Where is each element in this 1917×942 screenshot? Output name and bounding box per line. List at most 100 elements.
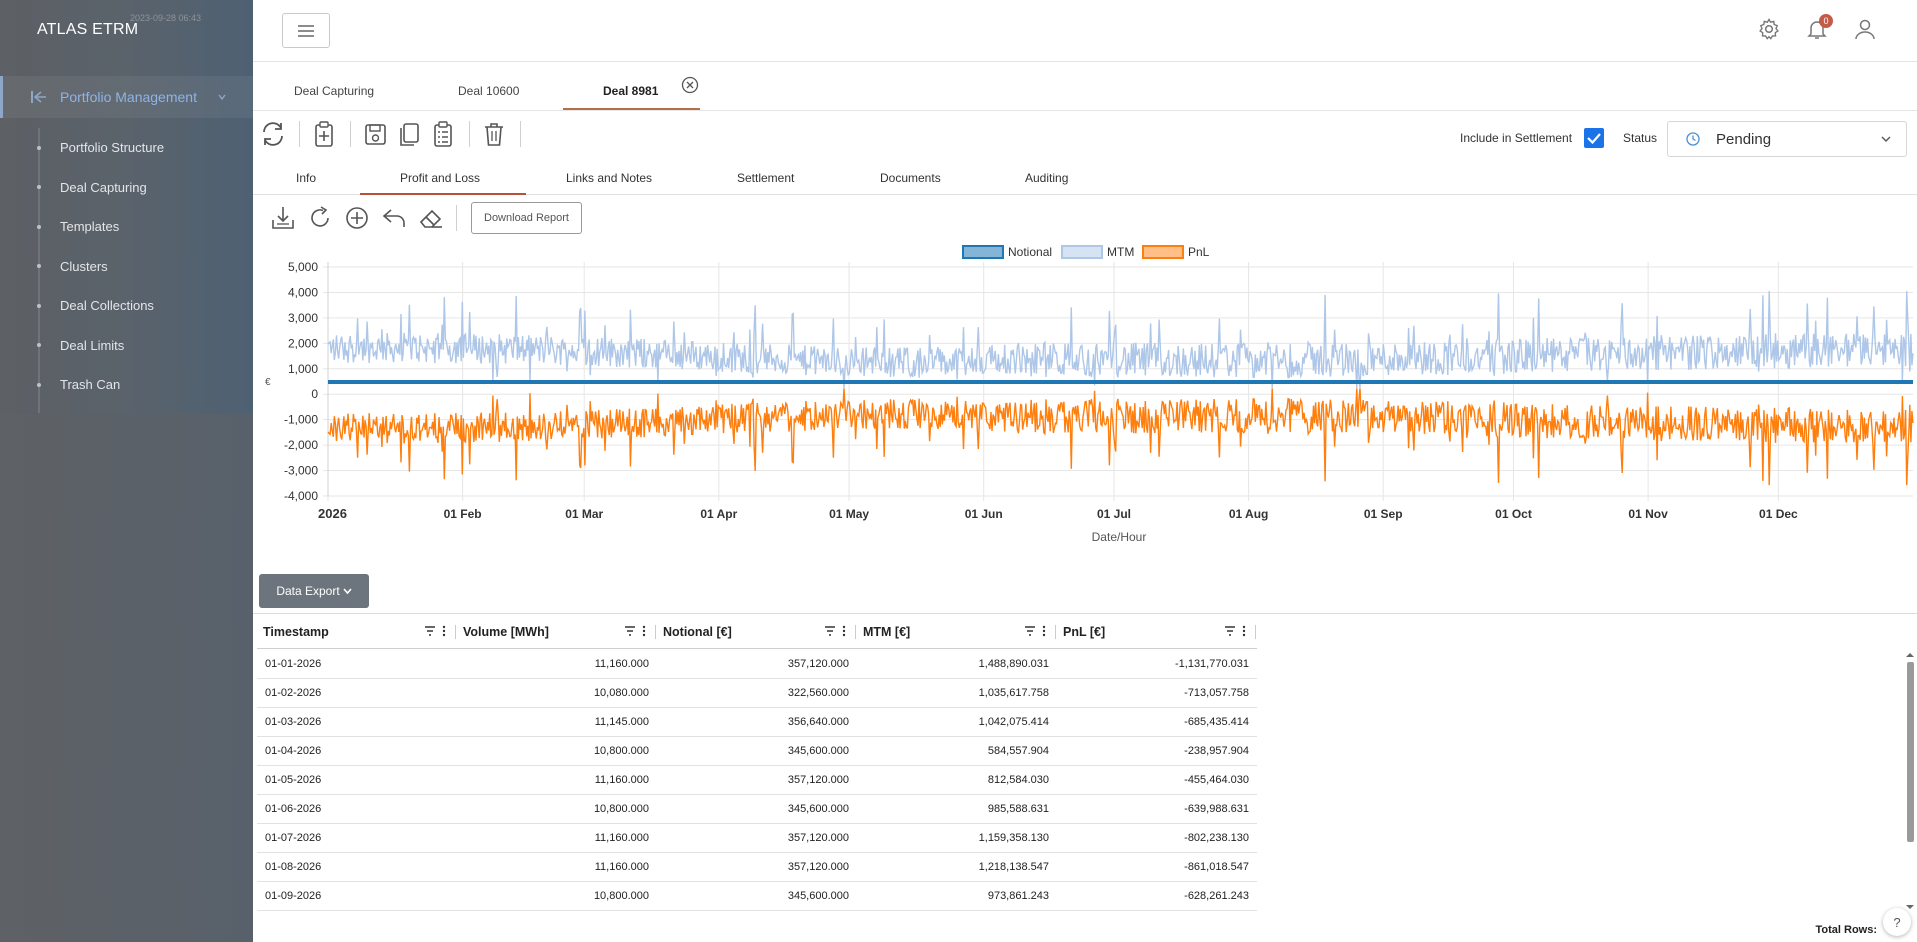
subnav-rail [38, 128, 40, 413]
sidebar-section-label: Portfolio Management [60, 89, 197, 105]
column-header[interactable]: MTM [€] [857, 614, 1057, 649]
data-export-label: Data Export [276, 584, 340, 598]
column-separator[interactable] [855, 625, 856, 639]
scrollbar-thumb[interactable] [1907, 662, 1914, 842]
filter-icon[interactable] [1224, 625, 1236, 637]
tab-deal-capturing[interactable]: Deal Capturing [294, 84, 375, 98]
sidebar-item-templates[interactable]: Templates [0, 207, 253, 247]
gear-icon[interactable] [1757, 17, 1781, 41]
table-row[interactable]: 01-03-2026 11,145.000 356,640.000 1,042,075… [257, 708, 1257, 737]
table-cell: 357,120.000 [787, 774, 849, 786]
toolbar-divider [299, 121, 300, 147]
table-cell: 322,560.000 [787, 687, 849, 699]
column-separator[interactable] [655, 625, 656, 639]
x-tick-label: 2026 [318, 506, 347, 521]
x-tick-label: 01 Jun [965, 507, 1003, 521]
help-button[interactable]: ? [1883, 908, 1911, 936]
add-document-icon[interactable] [310, 119, 338, 149]
data-export-button[interactable]: Data Export [259, 574, 369, 608]
section-tabs: Info Profit and Loss Links and Notes Set… [253, 164, 1917, 195]
eraser-icon[interactable] [417, 204, 445, 232]
bullet-icon [37, 224, 41, 229]
table-cell: 10,800.000 [593, 890, 649, 902]
column-header[interactable]: PnL [€] [1057, 614, 1257, 649]
download-report-button[interactable]: Download Report [471, 202, 582, 234]
column-header[interactable]: Notional [€] [657, 614, 857, 649]
add-circle-icon[interactable] [343, 204, 371, 232]
tab-documents[interactable]: Documents [880, 171, 941, 185]
column-separator[interactable] [1055, 625, 1056, 639]
table-row[interactable]: 01-02-2026 10,080.000 322,560.000 1,035,617… [257, 679, 1257, 708]
sidebar-item-deal-capturing[interactable]: Deal Capturing [0, 168, 253, 208]
bullet-icon [37, 185, 41, 190]
column-separator[interactable] [1255, 625, 1256, 639]
table-cell: -685,435.414 [1184, 716, 1249, 728]
sidebar-item-deal-limits[interactable]: Deal Limits [0, 326, 253, 366]
filter-icon[interactable] [424, 625, 436, 637]
status-value: Pending [1716, 130, 1772, 148]
sidebar-item-clusters[interactable]: Clusters [0, 247, 253, 287]
x-tick-label: 01 Sep [1364, 507, 1403, 521]
status-dropdown[interactable]: Pending [1667, 121, 1907, 157]
copy-icon[interactable] [395, 119, 423, 149]
tab-auditing[interactable]: Auditing [1025, 171, 1069, 185]
save-icon[interactable] [361, 119, 389, 149]
table-cell: 10,800.000 [593, 803, 649, 815]
column-header-label: Volume [MWh] [463, 624, 549, 639]
filter-icon[interactable] [624, 625, 636, 637]
table-cell: -802,238.130 [1184, 832, 1249, 844]
table-cell: 10,800.000 [593, 745, 649, 757]
table-row[interactable]: 01-09-2026 10,800.000 345,600.000 973,861.2… [257, 882, 1257, 911]
y-axis-label: € [265, 377, 271, 388]
legend-swatch[interactable] [1061, 245, 1103, 259]
tab-deal-10600[interactable]: Deal 10600 [458, 84, 520, 98]
tab-deal-8981[interactable]: Deal 8981 [603, 84, 659, 98]
close-icon[interactable] [681, 76, 699, 94]
column-header[interactable]: Volume [MWh] [457, 614, 657, 649]
refresh-icon[interactable] [259, 119, 287, 149]
undo-icon[interactable] [380, 204, 408, 232]
sidebar: ATLAS ETRM 2023-09-28 06:43 Portfolio Ma… [0, 0, 253, 942]
column-menu-icon[interactable] [1242, 625, 1246, 637]
user-icon[interactable] [1853, 17, 1877, 41]
column-menu-icon[interactable] [842, 625, 846, 637]
tab-links-and-notes[interactable]: Links and Notes [566, 171, 653, 185]
legend-swatch[interactable] [962, 245, 1004, 259]
table-row[interactable]: 01-01-2026 11,160.000 357,120.000 1,488,890… [257, 650, 1257, 679]
filter-icon[interactable] [1024, 625, 1036, 637]
sidebar-item-deal-collections[interactable]: Deal Collections [0, 286, 253, 326]
legend-swatch[interactable] [1142, 245, 1184, 259]
tab-profit-and-loss[interactable]: Profit and Loss [400, 171, 481, 185]
vertical-scrollbar[interactable] [1903, 650, 1917, 912]
column-separator[interactable] [455, 625, 456, 639]
table-row[interactable]: 01-07-2026 11,160.000 357,120.000 1,159,358… [257, 824, 1257, 853]
tab-info[interactable]: Info [296, 171, 317, 185]
x-tick-label: 01 Feb [444, 507, 482, 521]
table-row[interactable]: 01-06-2026 10,800.000 345,600.000 985,588.6… [257, 795, 1257, 824]
data-grid: Timestamp Volume [MWh] Notional [€] MTM [€]… [253, 613, 1917, 942]
sidebar-section-portfolio-management[interactable]: Portfolio Management [0, 76, 253, 118]
download-icon[interactable] [269, 204, 297, 232]
column-menu-icon[interactable] [1042, 625, 1046, 637]
table-row[interactable]: 01-04-2026 10,800.000 345,600.000 584,557.9… [257, 737, 1257, 766]
table-row[interactable]: 01-05-2026 11,160.000 357,120.000 812,584.0… [257, 766, 1257, 795]
notifications-button[interactable]: 0 [1805, 14, 1833, 41]
sidebar-item-portfolio-structure[interactable]: Portfolio Structure [0, 128, 253, 168]
table-cell: 01-03-2026 [265, 716, 322, 728]
trash-icon[interactable] [480, 119, 508, 149]
table-cell: 357,120.000 [787, 861, 849, 873]
sidebar-item-trash-can[interactable]: Trash Can [0, 365, 253, 405]
table-row[interactable]: 01-08-2026 11,160.000 357,120.000 1,218,138… [257, 853, 1257, 882]
x-tick-label: 01 Jul [1097, 507, 1131, 521]
menu-toggle-button[interactable] [282, 13, 330, 48]
reload-icon[interactable] [306, 204, 334, 232]
column-menu-icon[interactable] [442, 625, 446, 637]
checklist-icon[interactable] [429, 119, 457, 149]
tab-settlement[interactable]: Settlement [737, 171, 795, 185]
include-in-settlement-checkbox[interactable] [1584, 128, 1604, 148]
table-cell: 357,120.000 [787, 832, 849, 844]
column-header[interactable]: Timestamp [257, 614, 457, 649]
column-menu-icon[interactable] [642, 625, 646, 637]
x-tick-label: 01 Oct [1495, 507, 1532, 521]
filter-icon[interactable] [824, 625, 836, 637]
